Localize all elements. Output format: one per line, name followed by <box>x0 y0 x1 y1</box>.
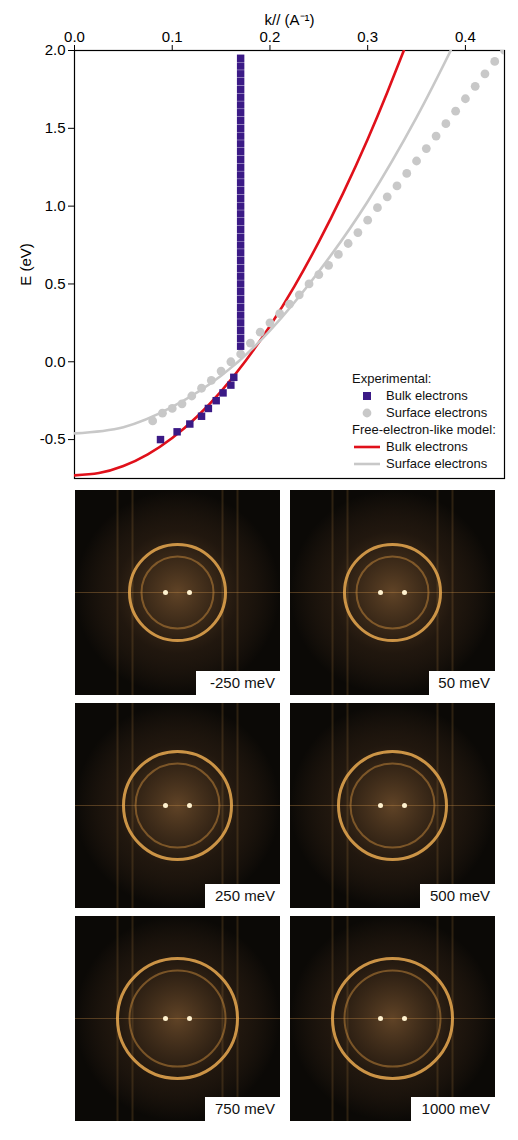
svg-text:0.5: 0.5 <box>45 275 66 292</box>
html-text:Surface electrons: Surface electrons <box>386 456 488 471</box>
svg-text:E (eV): E (eV) <box>17 243 34 286</box>
svg-text:k// (A⁻¹): k// (A⁻¹) <box>265 11 315 28</box>
html-text:Free-electron-like model:: Free-electron-like model: <box>352 422 496 437</box>
html-text:Bulk electrons: Bulk electrons <box>386 388 468 403</box>
html-text:Experimental:: Experimental: <box>352 371 432 386</box>
svg-text:50 meV: 50 meV <box>438 674 490 691</box>
svg-text:0.3: 0.3 <box>357 28 378 45</box>
svg-text:750 meV: 750 meV <box>215 1100 275 1117</box>
svg-text:1.5: 1.5 <box>45 119 66 136</box>
svg-text:0.2: 0.2 <box>260 28 281 45</box>
html-text:Surface electrons: Surface electrons <box>386 405 488 420</box>
svg-text:1000 meV: 1000 meV <box>422 1100 490 1117</box>
svg-text:-250 meV: -250 meV <box>210 674 275 691</box>
svg-text:0.1: 0.1 <box>162 28 183 45</box>
svg-text:1.0: 1.0 <box>45 197 66 214</box>
svg-text:0.0: 0.0 <box>45 353 66 370</box>
svg-text:2.0: 2.0 <box>45 41 66 58</box>
svg-text:500 meV: 500 meV <box>430 887 490 904</box>
svg-text:0.0: 0.0 <box>64 28 85 45</box>
svg-text:-0.5: -0.5 <box>40 430 66 447</box>
html-text:Bulk electrons: Bulk electrons <box>386 439 468 454</box>
svg-text:0.4: 0.4 <box>455 28 476 45</box>
svg-text:250 meV: 250 meV <box>215 887 275 904</box>
